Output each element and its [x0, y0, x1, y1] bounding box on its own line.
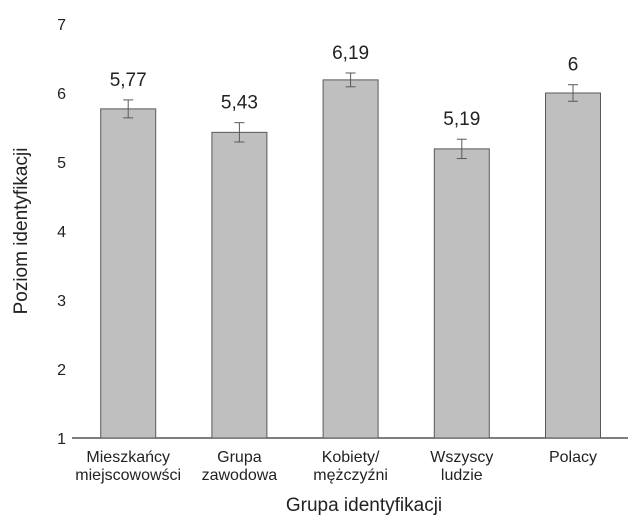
- error-bar: [345, 72, 356, 88]
- data-labels: 5,77 5,43 6,19 5,19 6: [110, 43, 579, 130]
- data-label: 5,19: [443, 109, 480, 130]
- y-tick-label: 5: [57, 155, 66, 172]
- error-bar: [123, 99, 134, 119]
- data-label: 5,77: [110, 70, 147, 91]
- data-label: 6: [568, 55, 579, 76]
- x-tick-label: Grupa zawodowa: [202, 449, 278, 484]
- bar: [322, 79, 379, 439]
- x-axis-categories: Mieszkańcy miejscowowści Grupa zawodowa Kobi…: [75, 449, 597, 484]
- bars: [100, 79, 601, 439]
- bar: [433, 148, 490, 439]
- y-tick-label: 2: [57, 362, 66, 379]
- x-tick-label: Polacy: [549, 449, 597, 466]
- y-axis-title: Poziom identyfikacji: [11, 148, 32, 315]
- y-tick-label: 1: [57, 431, 66, 448]
- x-tick-label: Kobiety/mężczyźni: [313, 449, 388, 484]
- data-label: 6,19: [332, 43, 369, 64]
- data-label: 5,43: [221, 93, 258, 114]
- x-axis-title: Grupa identyfikacji: [286, 495, 442, 515]
- error-bar: [568, 84, 578, 102]
- error-bars: [123, 72, 578, 160]
- y-tick-label: 3: [57, 293, 66, 310]
- bar: [211, 131, 268, 439]
- error-bar: [234, 122, 245, 143]
- x-tick-label: Mieszkańcy miejscowowści: [75, 449, 181, 484]
- y-tick-label: 7: [57, 17, 66, 34]
- y-tick-label: 6: [57, 86, 66, 103]
- x-tick-label: Wszyscy ludzie: [430, 449, 493, 484]
- bar: [545, 92, 601, 439]
- y-tick-label: 4: [57, 224, 66, 241]
- bar: [100, 108, 157, 439]
- y-axis-ticks: 1 2 3 4 5 6 7: [57, 17, 66, 448]
- error-bar: [456, 138, 467, 160]
